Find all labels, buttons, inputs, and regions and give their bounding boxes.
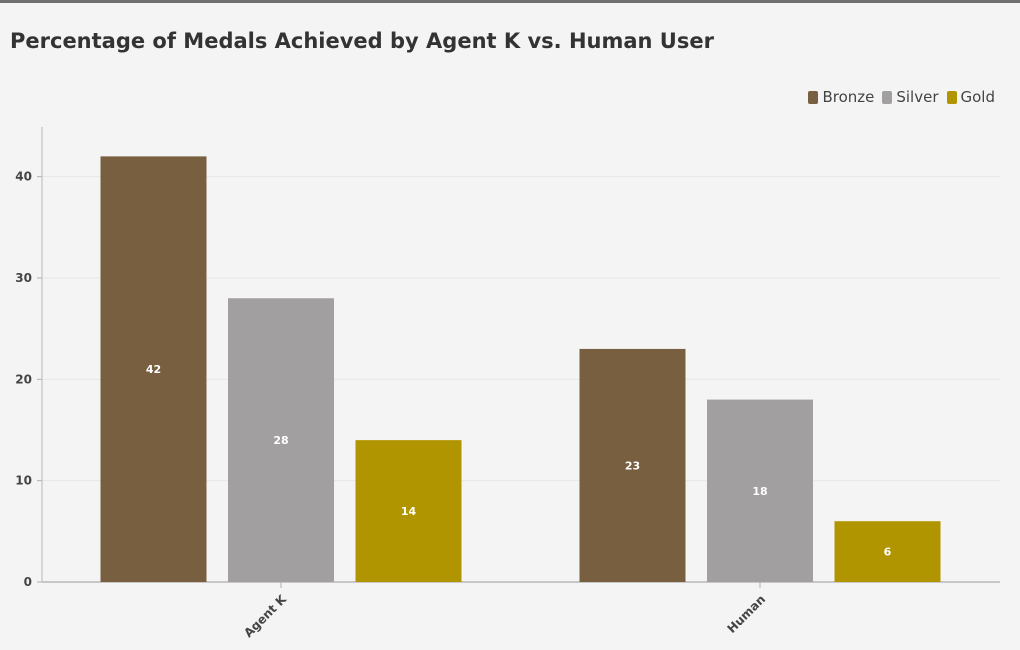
data-label: 23 xyxy=(625,459,640,472)
y-tick-label: 20 xyxy=(15,372,32,386)
legend-label-bronze: Bronze xyxy=(822,88,875,106)
data-label: 42 xyxy=(146,363,161,376)
chart-title: Percentage of Medals Achieved by Agent K… xyxy=(10,29,714,53)
legend-label-gold: Gold xyxy=(960,88,996,106)
y-tick-label: 30 xyxy=(15,271,32,285)
bar-silver-human xyxy=(707,399,813,582)
y-tick-label: 40 xyxy=(15,170,32,184)
x-category-label: Human xyxy=(724,592,768,636)
legend-swatch-silver xyxy=(882,90,893,104)
bar-bronze-agent-k xyxy=(100,156,207,583)
legend-label-silver: Silver xyxy=(896,88,939,106)
legend-swatch-bronze xyxy=(808,90,819,104)
legend-item-gold[interactable]: Gold xyxy=(946,88,996,106)
bar-silver-agent-k xyxy=(228,298,334,582)
top-rule xyxy=(0,0,1020,3)
legend-item-silver[interactable]: Silver xyxy=(882,88,939,106)
data-label: 28 xyxy=(273,434,288,447)
y-tick-label: 10 xyxy=(15,474,32,488)
bar-gold-human xyxy=(834,521,941,582)
bar-bronze-human xyxy=(579,348,686,582)
legend-item-bronze[interactable]: Bronze xyxy=(808,88,874,106)
y-tick-label: 0 xyxy=(24,575,32,589)
legend-swatch-gold xyxy=(946,90,957,104)
x-category-label: Agent K xyxy=(241,592,289,640)
data-label: 14 xyxy=(401,505,417,518)
data-label: 6 xyxy=(884,546,892,559)
bar-gold-agent-k xyxy=(355,440,462,582)
data-label: 18 xyxy=(752,485,767,498)
legend: Bronze Silver Gold xyxy=(808,88,995,106)
